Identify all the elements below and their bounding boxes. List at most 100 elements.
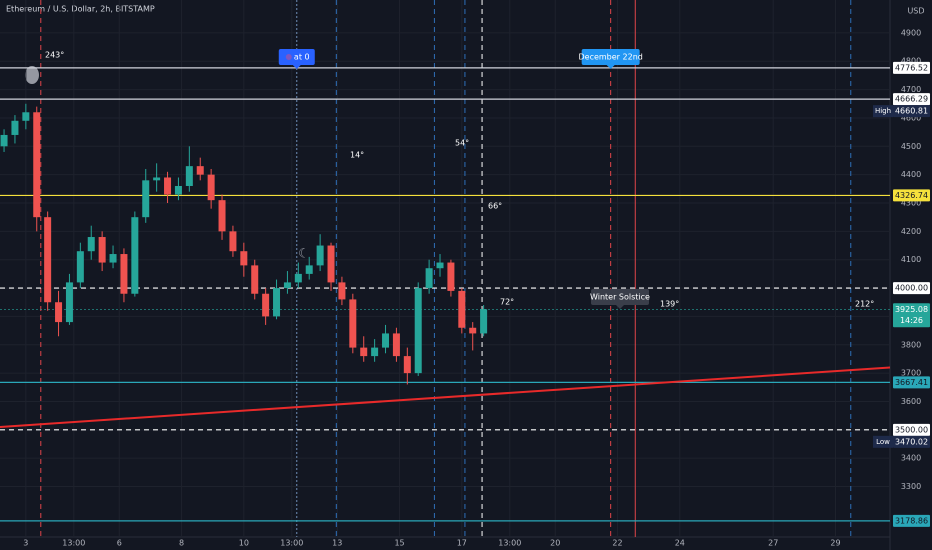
y-tick-label: 4400 (901, 170, 921, 179)
candle-body (240, 251, 248, 266)
y-tick-label: 4600 (901, 113, 921, 122)
y-tick-label: 4900 (901, 28, 921, 37)
price-tag-label: 4776.52 (895, 63, 928, 72)
candle-body (251, 265, 259, 294)
chart-title: Ethereum / U.S. Dollar, 2h, BITSTAMP (6, 5, 155, 14)
angle-label: 14° (350, 151, 364, 160)
y-tick-label: 4200 (901, 227, 921, 236)
callout-pointer (292, 65, 301, 69)
price-tag-label: 4660.81 (895, 107, 928, 116)
angle-label: 139° (660, 300, 679, 309)
candle-body (131, 217, 139, 294)
candle-body (229, 231, 237, 252)
price-tag-label: 3925.08 (895, 305, 928, 314)
price-tag-label: 4326.74 (895, 191, 928, 200)
candle-body (33, 112, 41, 218)
candle-body (425, 268, 433, 289)
candle-body (305, 265, 313, 274)
callout: at 0 (278, 49, 315, 69)
candle-body (174, 185, 182, 195)
price-tag (893, 189, 930, 202)
price-tag (893, 514, 930, 527)
candle-body (153, 177, 161, 181)
x-tick-label: 13:00 (280, 539, 303, 548)
price-tag-prefix (873, 435, 893, 448)
y-tick-label: 4800 (901, 57, 921, 66)
candle-body (392, 333, 400, 357)
price-tag-countdown: 14:26 (900, 316, 923, 325)
angle-label: 66° (488, 202, 502, 211)
price-tag-label: 3500.00 (895, 425, 928, 434)
y-tick-label: 3300 (901, 482, 921, 491)
callout-pointer (606, 65, 615, 69)
callout: December 22nd (578, 49, 643, 69)
y-tick-label: 3400 (901, 454, 921, 463)
candle-body (414, 288, 422, 374)
y-tick-label: 4100 (901, 255, 921, 264)
candle-body (262, 293, 270, 317)
candle-body (44, 217, 52, 303)
marker-oval (25, 66, 39, 84)
candle-body (458, 290, 466, 328)
callout-text: December 22nd (578, 53, 642, 62)
candle-body (87, 237, 95, 252)
candle-body (360, 347, 368, 357)
y-tick-label: 3600 (901, 397, 921, 406)
candle-body (142, 180, 150, 218)
x-tick-label: 13:00 (62, 539, 85, 548)
candle-body (185, 166, 193, 186)
candle-body (382, 333, 390, 348)
x-tick-label: 24 (675, 539, 685, 548)
y-tick-label: 4300 (901, 199, 921, 208)
callout-pointer (616, 305, 624, 309)
currency-label: USD (907, 7, 924, 16)
angle-label: 72° (500, 298, 514, 307)
trendline (0, 366, 891, 428)
candle-body (76, 251, 84, 283)
candle-body (164, 177, 172, 195)
candle-body (218, 200, 226, 232)
price-tag (893, 105, 930, 118)
callout: Winter Solstice (590, 289, 650, 309)
price-tag (893, 435, 930, 448)
x-tick-label: 13:00 (498, 539, 521, 548)
x-tick-label: 20 (550, 539, 560, 548)
candle-body (207, 174, 215, 201)
callout-icon (285, 54, 292, 60)
candle-body (294, 273, 302, 283)
price-tag-label: 4666.29 (895, 95, 928, 104)
moon-icon: ☾ (298, 247, 310, 262)
x-tick-label: 29 (830, 539, 840, 548)
price-tag-label: 4000.00 (895, 284, 928, 293)
candle-body (55, 302, 63, 323)
candle-body (316, 245, 324, 266)
callout-text: Winter Solstice (590, 293, 650, 302)
candle-body (403, 356, 411, 374)
candle-body (469, 327, 477, 334)
candle-body (338, 282, 346, 300)
price-tag (893, 303, 930, 328)
price-tag (893, 376, 930, 389)
candle-body (349, 299, 357, 348)
price-tag-prefix-label: High (875, 107, 891, 115)
price-tag-label: 3667.41 (895, 378, 928, 387)
candle-body (436, 262, 444, 269)
y-tick-label: 4700 (901, 85, 921, 94)
price-tag (893, 282, 930, 295)
callout-box (591, 289, 649, 305)
candle-body (447, 262, 455, 291)
candle-body (480, 309, 488, 334)
candle-body (371, 347, 379, 357)
candle-body (283, 282, 291, 289)
angle-label: 243° (45, 51, 64, 60)
y-tick-label: 4500 (901, 142, 921, 151)
candle-body (196, 166, 204, 175)
angle-label: 212° (855, 300, 874, 309)
y-tick-label: 3700 (901, 369, 921, 378)
candle-body (327, 245, 335, 283)
price-tag (893, 61, 930, 74)
candle-body (22, 112, 30, 121)
callout-text: at 0 (294, 53, 310, 62)
y-tick-label: 3800 (901, 340, 921, 349)
price-tag-prefix (873, 105, 893, 118)
